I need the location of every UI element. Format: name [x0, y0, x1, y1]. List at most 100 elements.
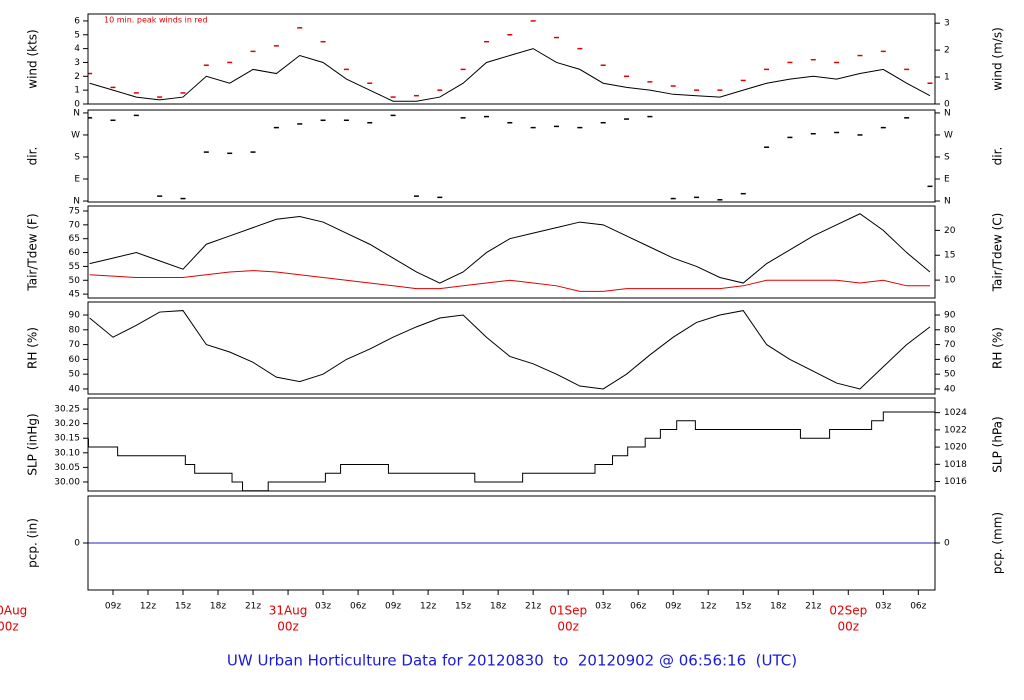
- panel: [88, 20, 933, 102]
- y-tick-label: 90: [69, 311, 81, 321]
- y2-axis-label: dir.: [991, 147, 1005, 166]
- y-tick-label: 50: [69, 276, 81, 286]
- panel: [88, 411, 935, 491]
- y-tick-label: 0: [74, 100, 80, 110]
- x-tick-label: 00z: [277, 620, 299, 634]
- x-tick-label: 18z: [770, 602, 786, 612]
- y-tick-label: 30.15: [54, 434, 80, 444]
- panel: [88, 114, 933, 201]
- x-tick-label: 00z: [557, 620, 579, 634]
- y2-tick-label: 50: [944, 370, 956, 380]
- y-axis-label: Tair/Tdew (F): [26, 213, 40, 291]
- line: [89, 48, 931, 102]
- y2-tick-label: N: [944, 108, 951, 118]
- y-axis-label: dir.: [26, 147, 40, 166]
- y2-tick-label: 60: [944, 355, 956, 365]
- y-tick-label: W: [71, 130, 80, 140]
- y-tick-label: 40: [69, 384, 81, 394]
- x-tick-label: 15z: [735, 602, 751, 612]
- panel-frame: [87, 495, 936, 591]
- x-tick-label: 18z: [210, 602, 226, 612]
- chart-title: UW Urban Horticulture Data for 20120830 …: [227, 652, 797, 670]
- y-tick-label: 1: [74, 86, 80, 96]
- x-tick-label: 21z: [805, 602, 821, 612]
- x-tick-label: 12z: [420, 602, 436, 612]
- x-tick-label: 15z: [175, 602, 191, 612]
- x-tick-label: 06z: [910, 602, 926, 612]
- y-tick-label: N: [73, 197, 80, 207]
- y2-tick-label: 20: [944, 226, 956, 236]
- y2-tick-label: 70: [944, 340, 956, 350]
- y-tick-label: S: [74, 152, 80, 162]
- y-axis-label: pcp. (in): [26, 518, 40, 568]
- y-tick-label: 45: [69, 290, 80, 300]
- y2-axis-label: RH (%): [991, 327, 1005, 369]
- panel: [89, 310, 931, 390]
- y-tick-label: 30.10: [54, 448, 80, 458]
- x-tick-label: 21z: [525, 602, 541, 612]
- y-tick-label: 2: [74, 72, 80, 82]
- y-tick-label: 4: [74, 44, 80, 54]
- y-tick-label: 70: [69, 340, 81, 350]
- y-axis-label: RH (%): [26, 327, 40, 369]
- y2-tick-label: W: [944, 130, 953, 140]
- y2-tick-label: 1016: [944, 477, 967, 487]
- x-tick-label: 09z: [105, 602, 121, 612]
- y2-tick-label: 3: [944, 19, 950, 29]
- panel-frame: [87, 205, 936, 299]
- line: [89, 310, 931, 390]
- y-tick-label: N: [73, 108, 80, 118]
- y-tick-label: 5: [74, 30, 80, 40]
- y-tick-label: 3: [74, 58, 80, 68]
- x-tick-label: 15z: [455, 602, 471, 612]
- y-tick-label: 60: [69, 355, 81, 365]
- y-tick-label: 30.25: [54, 405, 80, 415]
- y-tick-label: 30.20: [54, 419, 80, 429]
- x-tick-label: 09z: [665, 602, 681, 612]
- y2-tick-label: 1020: [944, 443, 967, 453]
- y-tick-label: 75: [69, 206, 80, 216]
- y-tick-label: 30.05: [54, 463, 80, 473]
- y2-tick-label: 15: [944, 251, 955, 261]
- panel-frame: [87, 397, 936, 492]
- y-tick-label: 50: [69, 370, 81, 380]
- annotation: 10 min. peak winds in red: [104, 16, 208, 25]
- x-tick-label: 12z: [140, 602, 156, 612]
- y-tick-label: 30.00: [54, 477, 80, 487]
- y-tick-label: 6: [74, 16, 80, 26]
- step-line: [88, 411, 935, 491]
- y-tick-label: E: [74, 175, 80, 185]
- y2-tick-label: 0: [944, 539, 950, 549]
- y2-tick-label: 1024: [944, 408, 967, 418]
- x-day-label: 01Sep: [549, 604, 587, 618]
- panel: [89, 213, 931, 292]
- panel-frame: [87, 13, 936, 105]
- y2-tick-label: E: [944, 175, 950, 185]
- y2-tick-label: S: [944, 152, 950, 162]
- x-tick-label: 03z: [315, 602, 331, 612]
- panel-frame: [87, 301, 936, 395]
- x-tick-label: 09z: [385, 602, 401, 612]
- y2-tick-label: 80: [944, 325, 956, 335]
- y-tick-label: 55: [69, 262, 80, 272]
- x-tick-label: 03z: [595, 602, 611, 612]
- y-axis-label: wind (kts): [26, 29, 40, 88]
- x-day-label: 02Sep: [829, 604, 867, 618]
- y2-axis-label: SLP (hPa): [991, 416, 1005, 472]
- x-tick-label: 21z: [245, 602, 261, 612]
- y-tick-label: 0: [74, 539, 80, 549]
- y2-tick-label: 1: [944, 73, 950, 83]
- line: [89, 270, 930, 292]
- y-axis-label: SLP (inHg): [26, 413, 40, 475]
- y2-axis-label: wind (m/s): [991, 27, 1005, 91]
- y-tick-label: 60: [69, 248, 81, 258]
- y2-axis-label: Tair/Tdew (C): [991, 213, 1005, 293]
- x-day-label: 31Aug: [269, 604, 308, 618]
- y2-tick-label: 1018: [944, 460, 967, 470]
- y2-tick-label: 0: [944, 100, 950, 110]
- x-tick-label: 06z: [350, 602, 366, 612]
- x-day-label: 30Aug: [0, 604, 27, 618]
- y2-tick-label: 1022: [944, 425, 967, 435]
- y2-tick-label: 40: [944, 384, 956, 394]
